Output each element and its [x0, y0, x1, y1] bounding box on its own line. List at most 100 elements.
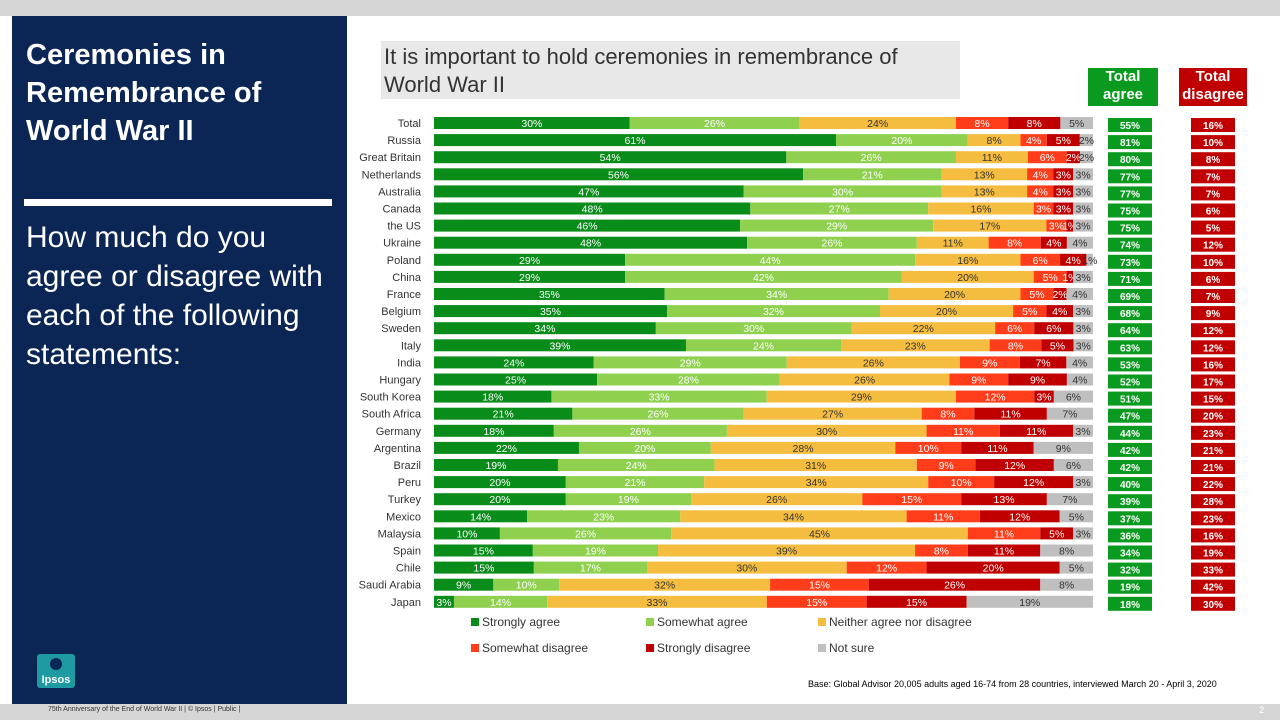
bar-segment: [434, 510, 528, 523]
bar-segment: [766, 595, 867, 608]
bar-segment: [647, 561, 847, 574]
bar-segment: [888, 288, 1021, 300]
bar-segment: [995, 322, 1035, 335]
bar-segment: [1053, 288, 1067, 300]
total-agree-cell: [1108, 545, 1152, 560]
data-label: 4%: [1046, 238, 1061, 250]
total-agree-value: 64%: [1120, 326, 1140, 337]
bar-segment: [1073, 168, 1093, 181]
category-label: Hungary: [379, 375, 421, 387]
bar-segment: [1059, 561, 1093, 574]
total-agree-value: 39%: [1120, 497, 1140, 508]
data-label: 14%: [470, 511, 491, 523]
data-label: 26%: [863, 357, 884, 369]
data-label: 14%: [490, 597, 511, 609]
bar-segment: [999, 424, 1074, 437]
logo-text: Ipsos: [41, 674, 71, 686]
data-label: 3%: [436, 597, 451, 609]
data-label: 15%: [473, 563, 494, 575]
data-label: 5%: [1069, 511, 1084, 523]
total-agree-cell: [1108, 186, 1152, 201]
bar-segment: [779, 373, 950, 386]
bar-segment: [1033, 202, 1054, 215]
bar-segment: [434, 476, 566, 489]
legend-label: Somewhat agree: [657, 615, 748, 629]
data-label: 20%: [891, 135, 912, 147]
category-label: Sweden: [381, 323, 421, 335]
total-disagree-value: 33%: [1203, 566, 1223, 577]
bar-segment: [658, 544, 916, 557]
bar-segment: [434, 595, 454, 608]
data-label: 10%: [951, 477, 972, 489]
data-label: 5%: [1043, 272, 1058, 284]
bar-segment: [967, 527, 1041, 540]
data-label: 29%: [519, 272, 540, 284]
bar-segment: [933, 219, 1047, 232]
total-disagree-value: 20%: [1203, 412, 1223, 423]
total-agree-value: 34%: [1120, 549, 1140, 560]
bar-segment: [1073, 305, 1093, 318]
data-label: 2%: [1066, 152, 1081, 164]
category-label: Italy: [401, 340, 422, 352]
data-label: 20%: [983, 563, 1004, 575]
data-label: 33%: [649, 392, 670, 404]
total-agree-value: 36%: [1120, 531, 1140, 542]
bar-segment: [928, 476, 995, 489]
data-label: 4%: [1026, 135, 1041, 147]
total-disagree-cell: [1191, 237, 1235, 252]
bar-segment: [629, 117, 800, 129]
data-label: 18%: [482, 392, 503, 404]
data-label: 27%: [829, 204, 850, 216]
data-label: 34%: [806, 477, 827, 489]
bar-segment: [941, 168, 1028, 181]
bar-segment: [841, 339, 990, 352]
data-label: 9%: [456, 580, 471, 592]
bar-segment: [915, 544, 968, 557]
total-agree-value: 47%: [1120, 412, 1140, 423]
bar-segment: [499, 527, 672, 540]
bar-segment: [1073, 219, 1093, 232]
bar-segment: [1066, 236, 1093, 249]
bar-segment: [685, 339, 842, 352]
total-disagree-header: Total disagree: [1179, 68, 1247, 106]
data-label: 3%: [1056, 169, 1071, 181]
bar-segment: [1041, 339, 1074, 352]
total-disagree-cell: [1191, 562, 1235, 577]
data-label: 9%: [971, 375, 986, 387]
data-label: 20%: [957, 272, 978, 284]
bar-segment: [1086, 253, 1093, 266]
bar-segment: [916, 459, 976, 471]
data-label: 47%: [578, 186, 599, 198]
bar-segment: [974, 407, 1047, 420]
bar-segment: [593, 356, 787, 369]
bar-segment: [434, 578, 494, 591]
category-label: China: [392, 272, 422, 284]
total-disagree-value: 5%: [1206, 224, 1221, 235]
bar-segment: [680, 510, 907, 523]
bar-segment: [835, 134, 968, 147]
data-label: 16%: [957, 255, 978, 267]
data-label: 12%: [985, 392, 1006, 404]
bar-segment: [1020, 253, 1061, 266]
bar-segment: [434, 322, 656, 335]
bar-segment: [434, 117, 630, 129]
bar-segment: [803, 168, 942, 181]
data-label: 4%: [1033, 169, 1048, 181]
total-disagree-cell: [1191, 408, 1235, 423]
bar-segment: [1059, 510, 1093, 523]
data-label: 35%: [540, 306, 561, 318]
bar-segment: [786, 356, 960, 369]
legend-swatch: [818, 618, 826, 626]
total-agree-cell: [1108, 254, 1152, 269]
data-label: 5%: [1049, 528, 1064, 540]
data-label: 17%: [979, 221, 1000, 233]
bar-segment: [868, 578, 1041, 591]
total-agree-value: 18%: [1120, 600, 1140, 611]
total-agree-cell: [1108, 477, 1152, 492]
bar-segment: [547, 595, 767, 608]
bar-segment: [671, 527, 968, 540]
data-label: 26%: [575, 528, 596, 540]
category-label: Chile: [396, 563, 421, 575]
bar-segment: [565, 493, 692, 506]
bar-segment: [434, 407, 573, 420]
